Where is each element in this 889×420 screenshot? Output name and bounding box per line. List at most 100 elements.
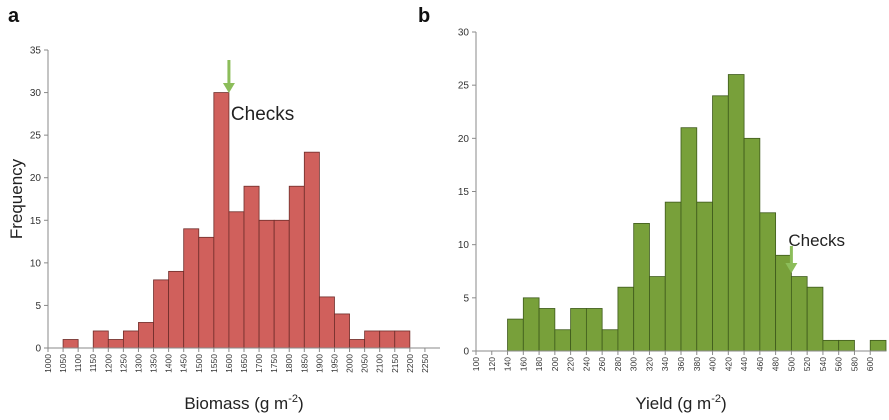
histogram-bar [394,330,411,349]
histogram-bar [649,276,666,352]
histogram-bar [168,270,185,349]
y-tick-label: 25 [30,131,42,142]
x-tick-label: 300 [629,357,639,371]
histogram-bar [364,330,381,349]
histogram-bar [680,127,698,352]
y-tick-label: 30 [30,88,42,99]
x-tick-label: 1000 [43,354,53,373]
histogram-bar [92,330,109,349]
x-tick-label: 520 [802,357,812,371]
x-tick-label: 1250 [118,354,128,373]
x-tick-label: 500 [786,357,796,371]
y-tick-label: 10 [458,240,470,251]
histogram-bar [664,201,682,352]
x-tick-label: 1400 [164,354,174,373]
y-tick-label: 35 [30,46,42,57]
histogram-bar [62,339,79,349]
x-tick-label: 1200 [103,354,113,373]
x-tick-label: 2200 [405,354,415,373]
x-tick-label: 1500 [194,354,204,373]
x-tick-label: 1450 [179,354,189,373]
x-axis-title: Yield (g m-2) [635,393,726,413]
x-tick-label: 1850 [299,354,309,373]
x-tick-label: 2000 [345,354,355,373]
histogram-bar [696,201,713,352]
panel-label: b [418,5,430,27]
x-tick-label: 560 [834,357,844,371]
histogram-bar [507,318,524,352]
y-tick-label: 10 [30,258,42,269]
x-tick-label: 1600 [224,354,234,373]
y-tick-label: 30 [458,28,470,39]
x-tick-label: 320 [644,357,654,371]
histogram-bar [273,219,290,349]
x-tick-label: 380 [692,357,702,371]
x-tick-label: 1150 [88,354,98,373]
histogram-bar [288,185,305,349]
x-tick-label: 340 [660,357,670,371]
x-tick-label: 260 [597,357,607,371]
x-tick-label: 2150 [390,354,400,373]
histogram-bar [554,329,572,352]
x-tick-label: 200 [550,357,560,371]
x-axis-title: Biomass (g m-2) [184,393,303,413]
histogram-bar [228,211,245,349]
x-tick-label: 1950 [329,354,339,373]
x-tick-label: 1300 [133,354,143,373]
histogram-bar [570,308,587,352]
x-tick-label: 280 [613,357,623,371]
x-tick-label: 160 [518,357,528,371]
y-tick-label: 0 [35,344,41,355]
x-tick-label: 600 [865,357,875,371]
x-tick-label: 540 [818,357,828,371]
y-tick-label: 15 [30,216,42,227]
y-tick-label: 5 [35,301,41,312]
x-tick-label: 240 [581,357,591,371]
x-tick-label: 440 [739,357,749,371]
y-tick-label: 20 [458,134,470,145]
histogram-bar [153,279,170,349]
yield-histogram: b 0 5 10 15 20 25 30 100 120 140 160 180 200 220 240 260… [418,5,887,413]
histogram-bar [198,236,215,349]
x-tick-label: 400 [708,357,718,371]
histogram-bar [585,308,603,352]
histogram-bar [743,137,761,352]
histogram-bar [138,322,154,349]
histogram-bar [822,339,840,352]
histogram-bar [522,297,540,352]
x-tick-label: 1750 [269,354,279,373]
checks-annotation: Checks [231,104,294,125]
x-tick-label: 1800 [284,354,294,373]
histogram-bar [379,330,396,349]
y-tick-label: 5 [463,293,469,304]
histogram-bar [258,219,275,349]
x-tick-label: 1650 [239,354,249,373]
biomass-histogram: a 0 5 10 15 20 25 30 35 1000 1050 1100 1150 1200 1250 1… [7,5,440,413]
histogram-bar [617,286,635,352]
x-tick-label: 1350 [149,354,159,373]
histogram-bar [775,254,792,352]
y-tick-label: 0 [463,347,469,358]
histogram-bar [538,308,556,352]
x-tick-label: 360 [676,357,686,371]
x-tick-label: 2100 [375,354,385,373]
histogram-bar [601,329,619,352]
y-axis-title: Frequency [7,158,26,239]
histogram-bar [349,339,366,349]
histogram-bar [213,92,230,349]
x-tick-label: 580 [849,357,859,371]
y-tick-label: 20 [30,173,42,184]
checks-annotation: Checks [788,231,845,250]
histogram-bar [727,74,745,352]
x-tick-label: 100 [471,357,481,371]
histogram-bar [318,296,335,349]
histogram-bar [122,330,139,349]
histogram-bar [806,286,824,352]
x-tick-label: 420 [723,357,733,371]
histogram-bar [712,95,729,352]
x-tick-label: 180 [534,357,544,371]
x-tick-label: 1550 [209,354,219,373]
x-tick-label: 1900 [314,354,324,373]
histogram-bar [759,212,777,352]
